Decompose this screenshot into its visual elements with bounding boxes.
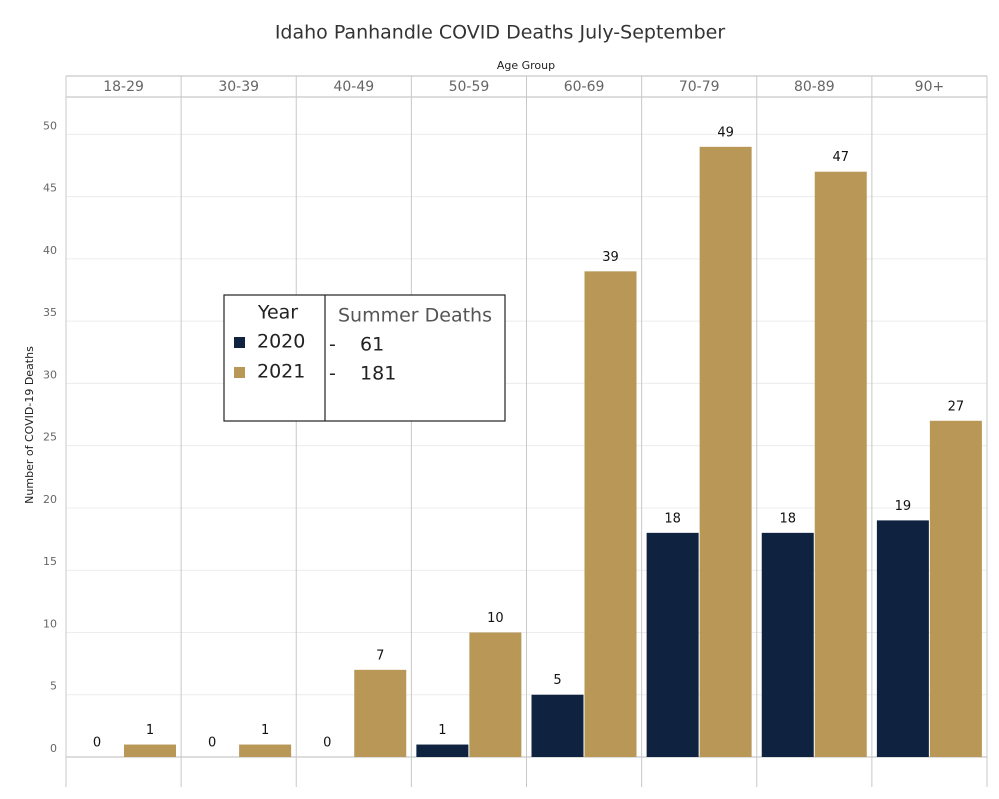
- data-label: 7: [376, 648, 384, 663]
- data-label: 49: [717, 125, 734, 140]
- y-axis-label: Number of COVID-19 Deaths: [23, 346, 36, 504]
- y-tick-label: 40: [43, 244, 57, 257]
- x-tick-label: 60-69: [564, 79, 605, 95]
- data-label: 47: [832, 150, 849, 165]
- y-tick-label: 30: [43, 368, 57, 381]
- legend-label: 2020: [257, 331, 305, 353]
- chart-title: Idaho Panhandle COVID Deaths July-Septem…: [275, 22, 726, 44]
- data-label: 18: [664, 511, 681, 526]
- x-tick-label: 18-29: [103, 79, 144, 95]
- data-label: 1: [146, 723, 154, 738]
- y-tick-label: 0: [50, 742, 57, 755]
- bar: [124, 744, 176, 757]
- annotation-title: Summer Deaths: [338, 305, 492, 327]
- x-tick-label: 80-89: [794, 79, 835, 95]
- y-tick-label: 45: [43, 182, 57, 195]
- bar: [469, 632, 522, 757]
- x-tick-label: 90+: [915, 79, 945, 95]
- x-tick-label: 50-59: [449, 79, 490, 95]
- data-label: 1: [261, 723, 269, 738]
- y-tick-label: 15: [43, 555, 57, 568]
- data-label: 39: [602, 250, 619, 265]
- legend-swatch: [234, 337, 245, 348]
- data-label: 10: [487, 611, 504, 626]
- y-tick-label: 50: [43, 119, 57, 132]
- x-tick-label: 70-79: [679, 79, 720, 95]
- data-label: 0: [323, 736, 331, 751]
- x-axis-label: Age Group: [497, 59, 555, 72]
- bar: [876, 520, 929, 757]
- data-label: 19: [895, 499, 912, 514]
- y-tick-label: 20: [43, 493, 57, 506]
- bar: [761, 532, 814, 757]
- data-label: 27: [948, 399, 965, 414]
- data-label: 1: [438, 723, 446, 738]
- annotation-row: - 181: [329, 363, 396, 385]
- bar: [416, 744, 469, 757]
- y-tick-label: 5: [50, 680, 57, 693]
- bar: [354, 669, 407, 757]
- y-tick-label: 25: [43, 431, 57, 444]
- bar: [531, 694, 584, 757]
- bar: [814, 171, 867, 757]
- data-label: 18: [779, 511, 796, 526]
- legend-label: 2021: [257, 361, 305, 383]
- bar: [239, 744, 292, 757]
- data-label: 0: [93, 736, 101, 751]
- y-tick-label: 35: [43, 306, 57, 319]
- legend-title: Year: [257, 302, 298, 324]
- legend-box: [223, 294, 506, 422]
- x-tick-label: 40-49: [333, 79, 374, 95]
- x-tick-label: 30-39: [218, 79, 259, 95]
- annotation-row: - 61: [329, 334, 384, 356]
- bar: [646, 532, 699, 757]
- bar: [699, 146, 752, 757]
- y-tick-label: 10: [43, 617, 57, 630]
- bar: [929, 420, 982, 757]
- legend-swatch: [234, 367, 245, 378]
- data-label: 5: [553, 673, 561, 688]
- bar: [584, 271, 637, 757]
- data-label: 0: [208, 736, 216, 751]
